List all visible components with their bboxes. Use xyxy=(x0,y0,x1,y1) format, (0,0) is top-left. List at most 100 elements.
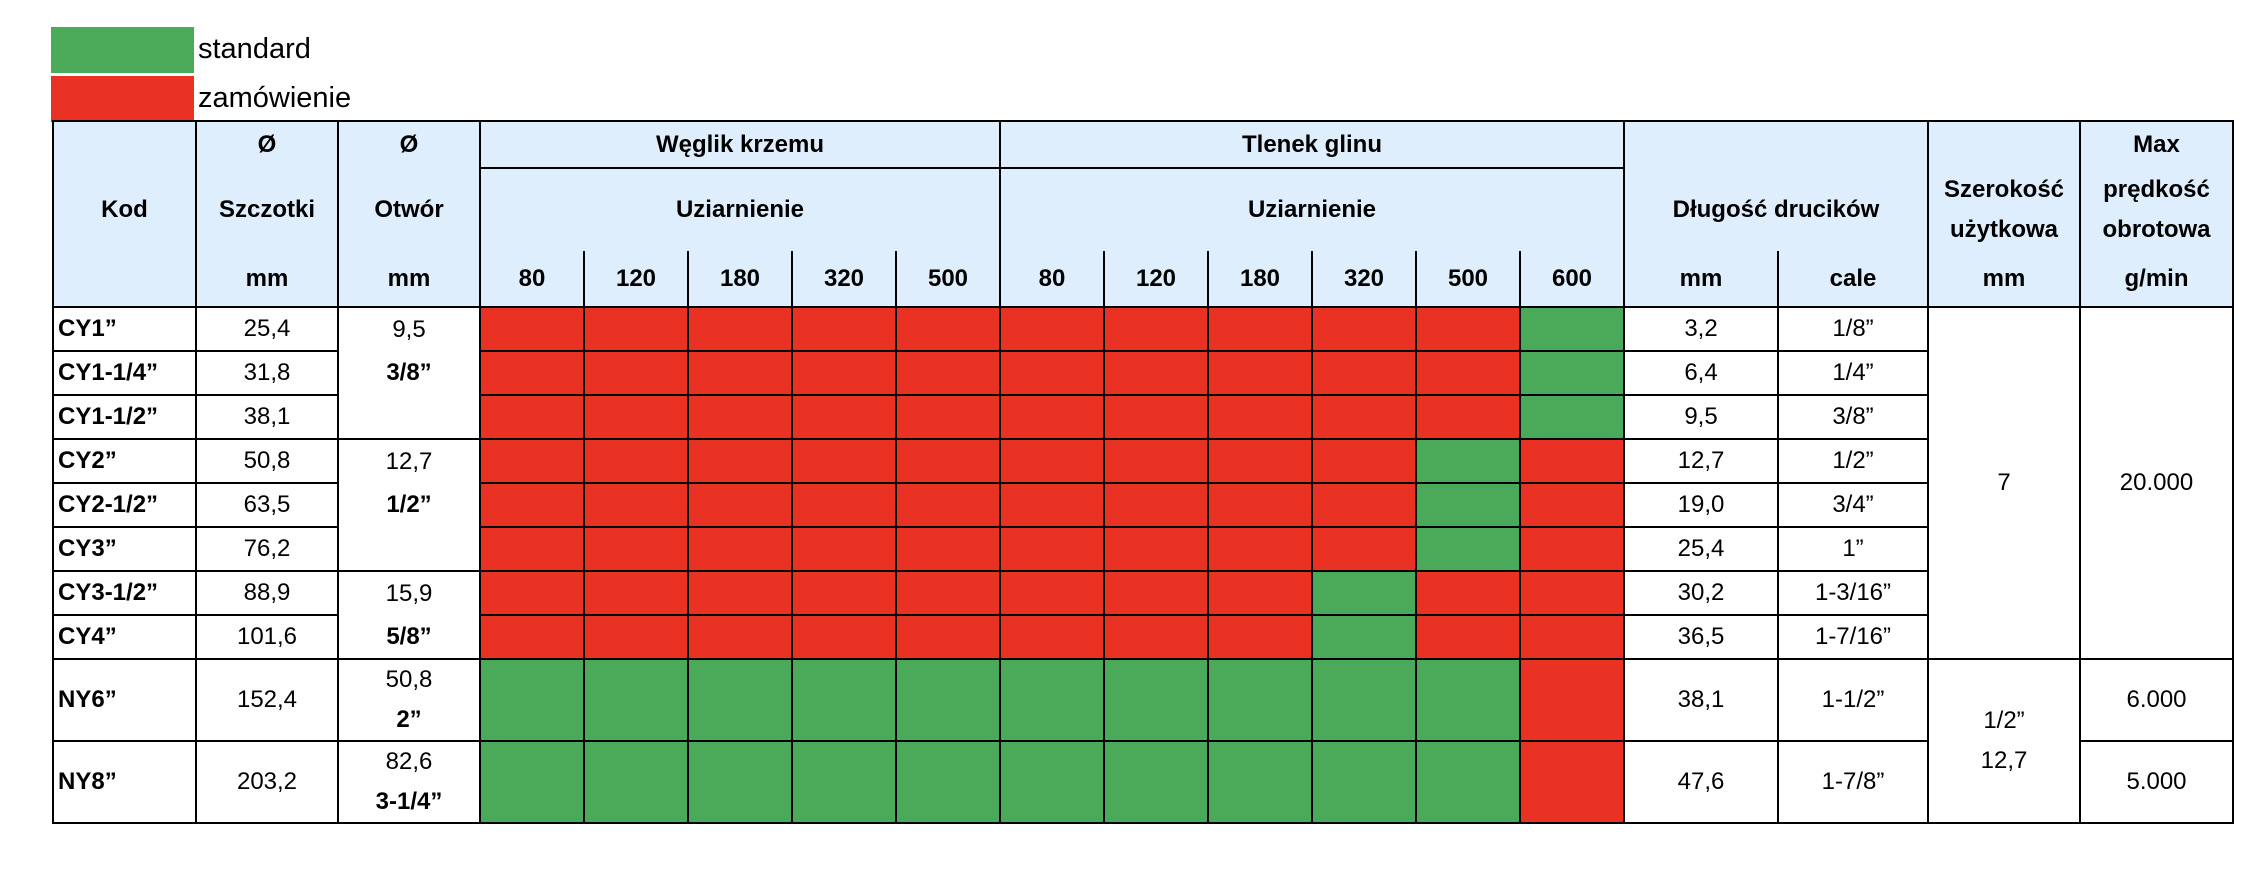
avail-cell xyxy=(791,306,897,352)
table-row: CY1” 25,4 9,5 3,2 1/8” 7 20.000 xyxy=(52,306,2234,660)
avail-cell xyxy=(1519,526,1625,572)
dlugosc-cale-cell: 3/8” xyxy=(1777,394,1929,440)
avail-cell xyxy=(1103,570,1209,616)
otwor-empty-cell xyxy=(337,527,481,572)
avail-cell xyxy=(895,306,1001,352)
header-szerokosc-top xyxy=(1927,120,2081,168)
table-row: CY2-1/2” 63,5 1/2” 19,0 3/4” xyxy=(52,482,2233,528)
avail-cell xyxy=(895,614,1001,660)
avail-cell xyxy=(791,394,897,440)
kod-cell: CY1-1/2” xyxy=(52,394,197,440)
dlugosc-cale-cell: 1/2” xyxy=(1777,438,1929,484)
avail-cell xyxy=(1519,438,1625,484)
szczotki-cell: 38,1 xyxy=(195,394,339,440)
otwor-inch-cell: 1/2” xyxy=(337,483,481,527)
legend-standard-swatch xyxy=(51,26,194,73)
otwor-inch: 2” xyxy=(396,706,422,733)
header-otwor-unit: mm xyxy=(337,251,481,308)
otwor-cell: 50,8 2” xyxy=(337,658,481,742)
avail-cell xyxy=(895,526,1001,572)
avail-cell xyxy=(583,570,689,616)
avail-cell xyxy=(479,482,585,528)
avail-cell xyxy=(479,570,585,616)
avail-cell xyxy=(1415,740,1521,824)
dlugosc-cale-cell: 1” xyxy=(1777,526,1929,572)
avail-cell xyxy=(791,482,897,528)
header-grit-tlenek: 180 xyxy=(1207,251,1313,308)
otwor-inch: 3-1/4” xyxy=(375,788,443,815)
table-row: CY3” 76,2 25,4 1” xyxy=(52,526,2233,572)
header-grit-tlenek: 600 xyxy=(1519,251,1625,308)
header-dlugosc-top xyxy=(1623,120,1929,168)
avail-cell xyxy=(1103,740,1209,824)
dlugosc-mm-cell: 9,5 xyxy=(1623,394,1779,440)
avail-cell xyxy=(1207,614,1313,660)
avail-cell xyxy=(1207,438,1313,484)
dlugosc-mm-cell: 30,2 xyxy=(1623,570,1779,616)
avail-cell xyxy=(1311,614,1417,660)
avail-cell xyxy=(1103,526,1209,572)
header-max-line3: obrotowa xyxy=(2102,215,2211,243)
legend-order-label: zamówienie xyxy=(198,82,352,114)
avail-cell xyxy=(1415,350,1521,396)
avail-cell xyxy=(687,306,793,352)
header-dlugosc: Długość drucików xyxy=(1623,168,1929,251)
avail-cell xyxy=(1103,614,1209,660)
dlugosc-mm-cell: 12,7 xyxy=(1623,438,1779,484)
avail-cell xyxy=(895,570,1001,616)
avail-cell xyxy=(1103,658,1209,742)
szczotki-cell: 50,8 xyxy=(195,438,339,484)
otwor-empty-cell xyxy=(337,395,481,440)
avail-cell xyxy=(791,740,897,824)
avail-cell xyxy=(1311,482,1417,528)
header-max: prędkość obrotowa xyxy=(2079,168,2234,251)
otwor-mm-cell: 15,9 xyxy=(337,570,481,615)
header-kod-bottom xyxy=(52,251,197,308)
header-szerokosc-unit: mm xyxy=(1927,251,2081,308)
avail-cell xyxy=(1519,394,1625,440)
otwor-inch-cell: 5/8” xyxy=(337,615,481,660)
header-dlugosc-mm: mm xyxy=(1623,251,1779,308)
header-grit-tlenek: 500 xyxy=(1415,251,1521,308)
avail-cell xyxy=(791,350,897,396)
header-otwor: Otwór xyxy=(337,168,481,251)
avail-cell xyxy=(791,614,897,660)
table-row: CY1-1/4” 31,8 3/8” 6,4 1/4” xyxy=(52,350,2233,396)
header-grit-tlenek: 320 xyxy=(1311,251,1417,308)
table-row: CY2” 50,8 12,7 12,7 1/2” xyxy=(52,438,2233,484)
header-szerokosc-line2: użytkowa xyxy=(1949,215,2059,243)
avail-cell xyxy=(1519,482,1625,528)
header-kod-top xyxy=(52,120,197,168)
avail-cell xyxy=(1519,306,1625,352)
avail-cell xyxy=(791,570,897,616)
avail-cell xyxy=(687,570,793,616)
dlugosc-cale-cell: 1-1/2” xyxy=(1777,658,1929,742)
product-table: Ø Ø Węglik krzemu Tlenek glinu Max Kod S… xyxy=(52,120,2234,824)
legend-standard: standard xyxy=(51,26,351,73)
avail-cell xyxy=(1415,482,1521,528)
avail-cell xyxy=(1207,740,1313,824)
avail-cell xyxy=(583,482,689,528)
avail-cell xyxy=(687,658,793,742)
kod-cell: CY3-1/2” xyxy=(52,570,197,616)
avail-cell xyxy=(999,570,1105,616)
otwor-inch-cell: 3/8” xyxy=(337,351,481,395)
avail-cell xyxy=(479,526,585,572)
avail-cell xyxy=(1415,614,1521,660)
dlugosc-mm-cell: 19,0 xyxy=(1623,482,1779,528)
avail-cell xyxy=(999,438,1105,484)
avail-cell xyxy=(1519,658,1625,742)
avail-cell xyxy=(999,394,1105,440)
dlugosc-cale-cell: 1-3/16” xyxy=(1777,570,1929,616)
avail-cell xyxy=(1207,394,1313,440)
avail-cell xyxy=(1207,526,1313,572)
szerokosc-ny-cell: 1/2” 12,7 xyxy=(1927,658,2081,824)
avail-cell xyxy=(895,394,1001,440)
avail-cell xyxy=(1415,658,1521,742)
avail-cell xyxy=(999,350,1105,396)
header-dlugosc-cale: cale xyxy=(1777,251,1929,308)
header-otwor-symbol: Ø xyxy=(337,120,481,168)
predkosc-ny8-cell: 5.000 xyxy=(2079,740,2234,824)
szerokosc-cy-cell: 7 xyxy=(1927,306,2081,660)
avail-cell xyxy=(1519,350,1625,396)
